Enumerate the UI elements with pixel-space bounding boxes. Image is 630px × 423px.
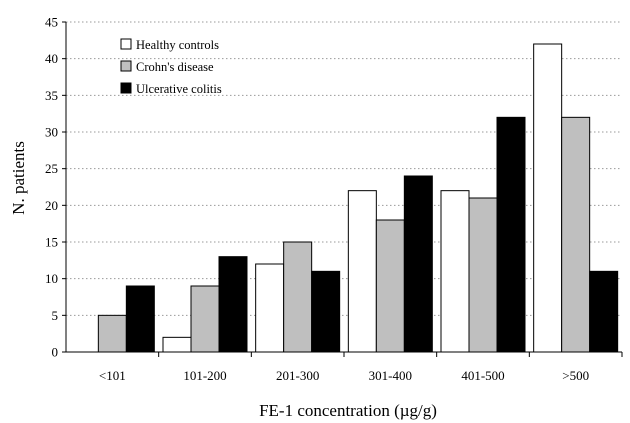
legend-swatch-healthy-controls: [120, 38, 132, 50]
bar-crohns-disease: [283, 241, 313, 353]
legend-label-crohns-disease: Crohn's disease: [136, 60, 214, 74]
bar-ulcerative-colitis: [403, 175, 433, 353]
bar-crohns-disease: [97, 314, 127, 353]
bar-healthy-controls: [440, 190, 470, 353]
bar-ulcerative-colitis: [496, 116, 526, 353]
x-tick-label: <101: [99, 368, 126, 383]
y-axis-title: N. patients: [9, 141, 28, 215]
bars: [97, 43, 619, 353]
bar-crohns-disease: [468, 197, 498, 353]
y-tick-label: 0: [52, 345, 59, 360]
bar-crohns-disease: [561, 116, 591, 353]
y-ticks: 0 5 10 15 20 25 30 35 40 45: [45, 15, 66, 360]
x-tick-label: 401-500: [461, 368, 504, 383]
legend-swatch-ulcerative-colitis: [120, 82, 132, 94]
bar-healthy-controls: [347, 190, 377, 353]
x-axis-title: FE-1 concentration (µg/g): [259, 401, 437, 420]
y-tick-label: 10: [45, 271, 58, 286]
bar-crohns-disease: [375, 219, 405, 353]
bar-ulcerative-colitis: [218, 256, 248, 353]
y-tick-label: 35: [45, 88, 58, 103]
legend-swatch-crohns-disease: [120, 60, 132, 72]
y-tick-label: 30: [45, 125, 58, 140]
legend-label-healthy-controls: Healthy controls: [136, 38, 219, 52]
bar-crohns-disease: [190, 285, 220, 353]
y-tick-label: 20: [45, 198, 58, 213]
legend: Healthy controls Crohn's disease Ulcerativ…: [120, 38, 222, 96]
y-tick-label: 5: [52, 308, 59, 323]
bar-healthy-controls: [162, 336, 192, 353]
bar-ulcerative-colitis: [125, 285, 155, 353]
y-tick-label: 25: [45, 161, 58, 176]
bar-healthy-controls: [255, 263, 285, 353]
x-tick-label: >500: [562, 368, 589, 383]
x-tick-label: 201-300: [276, 368, 319, 383]
bar-ulcerative-colitis: [589, 270, 619, 353]
bar-ulcerative-colitis: [311, 270, 341, 353]
bar-healthy-controls: [533, 43, 563, 353]
x-tick-label: 101-200: [183, 368, 226, 383]
y-tick-label: 15: [45, 235, 58, 250]
legend-label-ulcerative-colitis: Ulcerative colitis: [136, 82, 222, 96]
y-tick-label: 40: [45, 51, 58, 66]
y-tick-label: 45: [45, 15, 58, 30]
gridlines: [66, 21, 622, 316]
x-tick-label: 301-400: [369, 368, 412, 383]
x-ticks: <101 101-200 201-300 301-400 401-500 >500: [99, 352, 623, 383]
